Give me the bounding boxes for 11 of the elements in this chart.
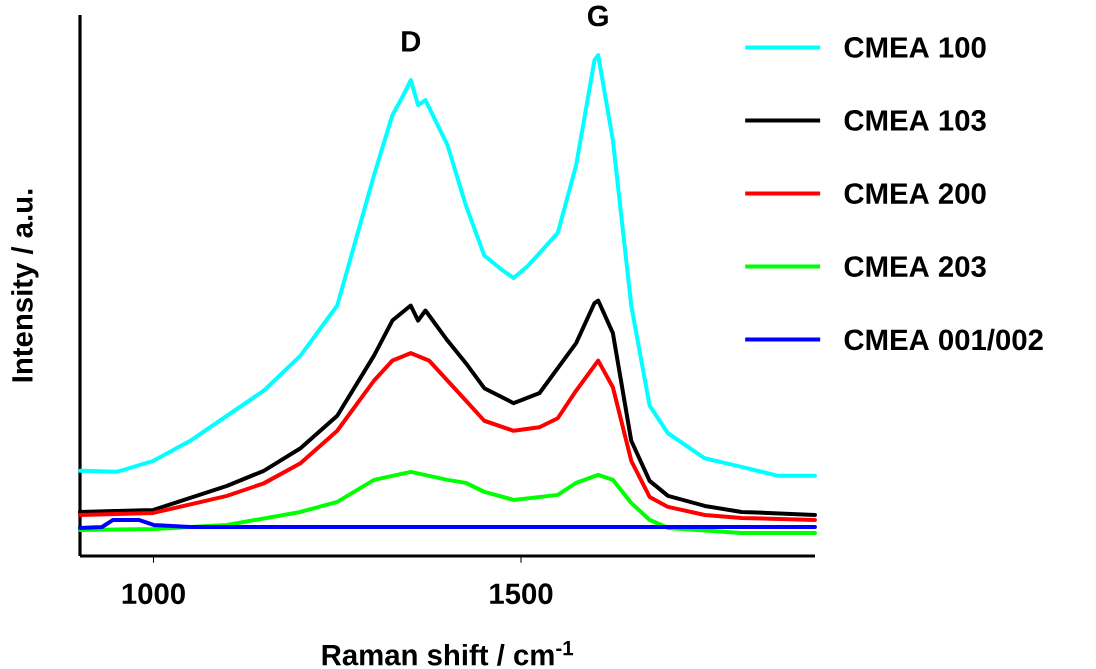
legend-label: CMEA 001/002 — [844, 328, 1043, 351]
x-axis-title: Raman shift / cm$^{-1}$ — [322, 640, 574, 666]
x-tick-label: 1000 — [122, 583, 185, 605]
y-axis-title: Intensity / a.u. — [11, 189, 39, 382]
x-tick-label: 1500 — [490, 583, 553, 605]
legend-label: CMEA 100 — [844, 37, 986, 58]
annotation: G — [587, 5, 608, 27]
legend-label: CMEA 203 — [844, 256, 986, 277]
legend-label: CMEA 103 — [844, 110, 986, 131]
annotation: D — [402, 31, 421, 52]
legend-label: CMEA 200 — [844, 183, 986, 204]
